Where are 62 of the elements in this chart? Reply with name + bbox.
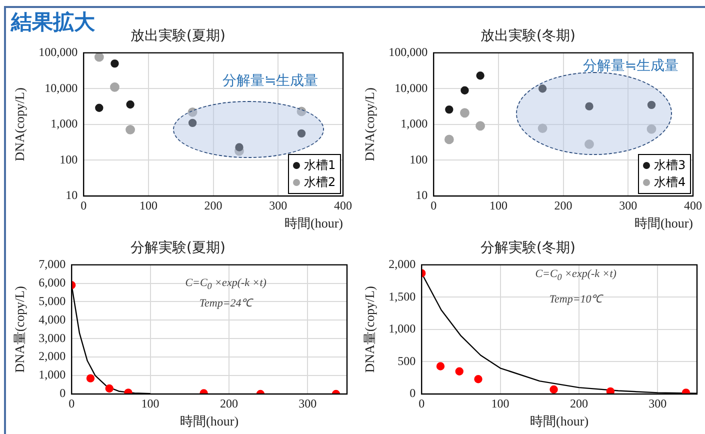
x-tick-label: 200 [570, 396, 588, 410]
y-tick-label: 10,000 [394, 80, 428, 95]
y-tick-label: 10 [416, 188, 428, 202]
legend-label: 水槽4 [654, 174, 686, 191]
x-tick-label: 0 [80, 198, 87, 212]
legend-label: 水槽1 [304, 157, 336, 174]
y-tick-label: 4,000 [38, 312, 66, 326]
x-axis-title: 時間(hour) [530, 414, 589, 429]
annotation: 分解量≒生成量 [222, 72, 318, 90]
x-tick-label: 400 [334, 198, 352, 212]
x-axis-title: 時間(hour) [634, 216, 693, 231]
y-tick-label: 10 [66, 188, 78, 202]
x-tick-label: 200 [220, 396, 238, 410]
y-axis-title: DNA量(copy/L) [362, 286, 378, 373]
x-tick-label: 100 [141, 396, 160, 410]
legend-label: 水槽3 [654, 157, 686, 174]
y-tick-label: 2,000 [38, 349, 66, 364]
y-tick-label: 1,500 [388, 289, 416, 304]
y-tick-label: 0 [410, 386, 416, 400]
y-tick-label: 0 [60, 386, 66, 400]
y-tick-label: 500 [398, 354, 416, 368]
x-tick-label: 100 [491, 396, 510, 410]
y-tick-label: 7,000 [38, 256, 66, 271]
y-tick-label: 100 [60, 152, 78, 166]
chart-title: 放出実験(冬期) [480, 28, 576, 44]
annotation: Temp=24℃ [199, 296, 252, 310]
x-tick-label: 0 [430, 198, 437, 212]
y-axis-title: DNA(copy/L) [362, 88, 378, 162]
y-tick-label: 10,000 [44, 80, 78, 95]
x-tick-label: 300 [298, 396, 317, 410]
x-tick-label: 100 [139, 198, 158, 212]
y-tick-label: 1,000 [38, 368, 66, 382]
x-tick-label: 100 [489, 198, 508, 212]
y-tick-label: 3,000 [38, 330, 66, 345]
annotation: C=C$_{0}$ ×exp(-k ×t) [185, 277, 266, 292]
y-axis-title: DNA(copy/L) [12, 88, 28, 162]
text: 結果拡大 [11, 10, 95, 34]
annotation: C=C$_{0}$ ×exp(-k ×t) [535, 268, 616, 282]
x-tick-label: 400 [684, 198, 702, 212]
x-tick-label: 300 [269, 198, 288, 212]
annotation: Temp=10℃ [549, 292, 602, 306]
y-tick-label: 100,000 [388, 44, 428, 59]
y-tick-label: 5,000 [38, 294, 66, 308]
y-tick-label: 6,000 [38, 275, 66, 290]
x-axis-title: 時間(hour) [284, 216, 343, 231]
x-axis-title: 時間(hour) [180, 414, 239, 429]
chart-title: 放出実験(夏期) [130, 28, 226, 44]
y-tick-label: 100,000 [38, 44, 78, 59]
x-tick-label: 300 [619, 198, 638, 212]
x-tick-label: 200 [554, 198, 572, 212]
legend-label: 水槽2 [304, 174, 336, 191]
x-tick-label: 300 [648, 396, 667, 410]
y-tick-label: 100 [410, 152, 428, 166]
y-tick-label: 1,000 [50, 116, 78, 131]
y-axis-title: DNA量(copy/L) [12, 286, 28, 373]
y-tick-label: 1,000 [388, 322, 416, 336]
y-tick-label: 2,000 [388, 256, 416, 271]
chart-title: 分解実験(夏期) [130, 240, 226, 256]
y-tick-label: 1,000 [400, 116, 428, 131]
x-tick-label: 200 [204, 198, 222, 212]
chart-title: 分解実験(冬期) [480, 240, 576, 256]
annotation: 分解量≒生成量 [582, 56, 679, 75]
